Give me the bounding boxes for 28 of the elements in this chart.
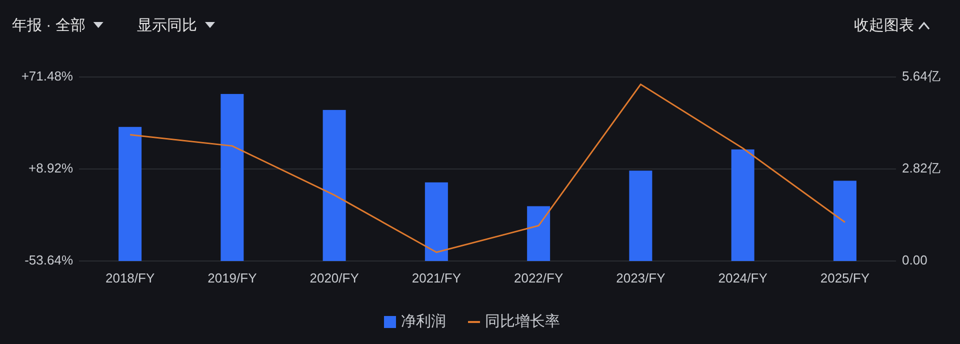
text: 收起图表: [854, 16, 914, 34]
bar: [527, 206, 550, 261]
x-tick-label: 2018/FY: [105, 270, 155, 286]
bar: [731, 149, 754, 261]
y2-tick-label: 2.82亿: [902, 160, 940, 176]
bar: [629, 170, 652, 261]
y2-tick-label: 5.64亿: [902, 68, 940, 84]
y-tick-label: -53.64%: [24, 252, 74, 268]
legend-label: 同比增长率: [485, 312, 560, 330]
x-tick-label: 2024/FY: [718, 270, 768, 286]
bar: [833, 180, 856, 261]
x-tick-label: 2022/FY: [514, 270, 564, 286]
y2-tick-label: 0.00: [902, 252, 928, 268]
bar: [220, 94, 244, 261]
x-tick-label: 2021/FY: [412, 270, 462, 286]
bar: [322, 110, 346, 261]
y-tick-label: +8.92%: [28, 160, 74, 176]
bar: [118, 126, 142, 261]
x-tick-label: 2023/FY: [616, 270, 666, 286]
x-tick-label: 2025/FY: [820, 270, 870, 286]
text: 显示同比: [137, 16, 197, 34]
bar: [424, 182, 448, 261]
y-tick-label: +71.48%: [21, 68, 74, 84]
legend-label: 净利润: [401, 312, 446, 330]
line-series: [129, 84, 846, 254]
x-tick-label: 2019/FY: [208, 270, 258, 286]
text: 年报 · 全部: [12, 16, 86, 34]
x-tick-label: 2020/FY: [310, 270, 360, 286]
